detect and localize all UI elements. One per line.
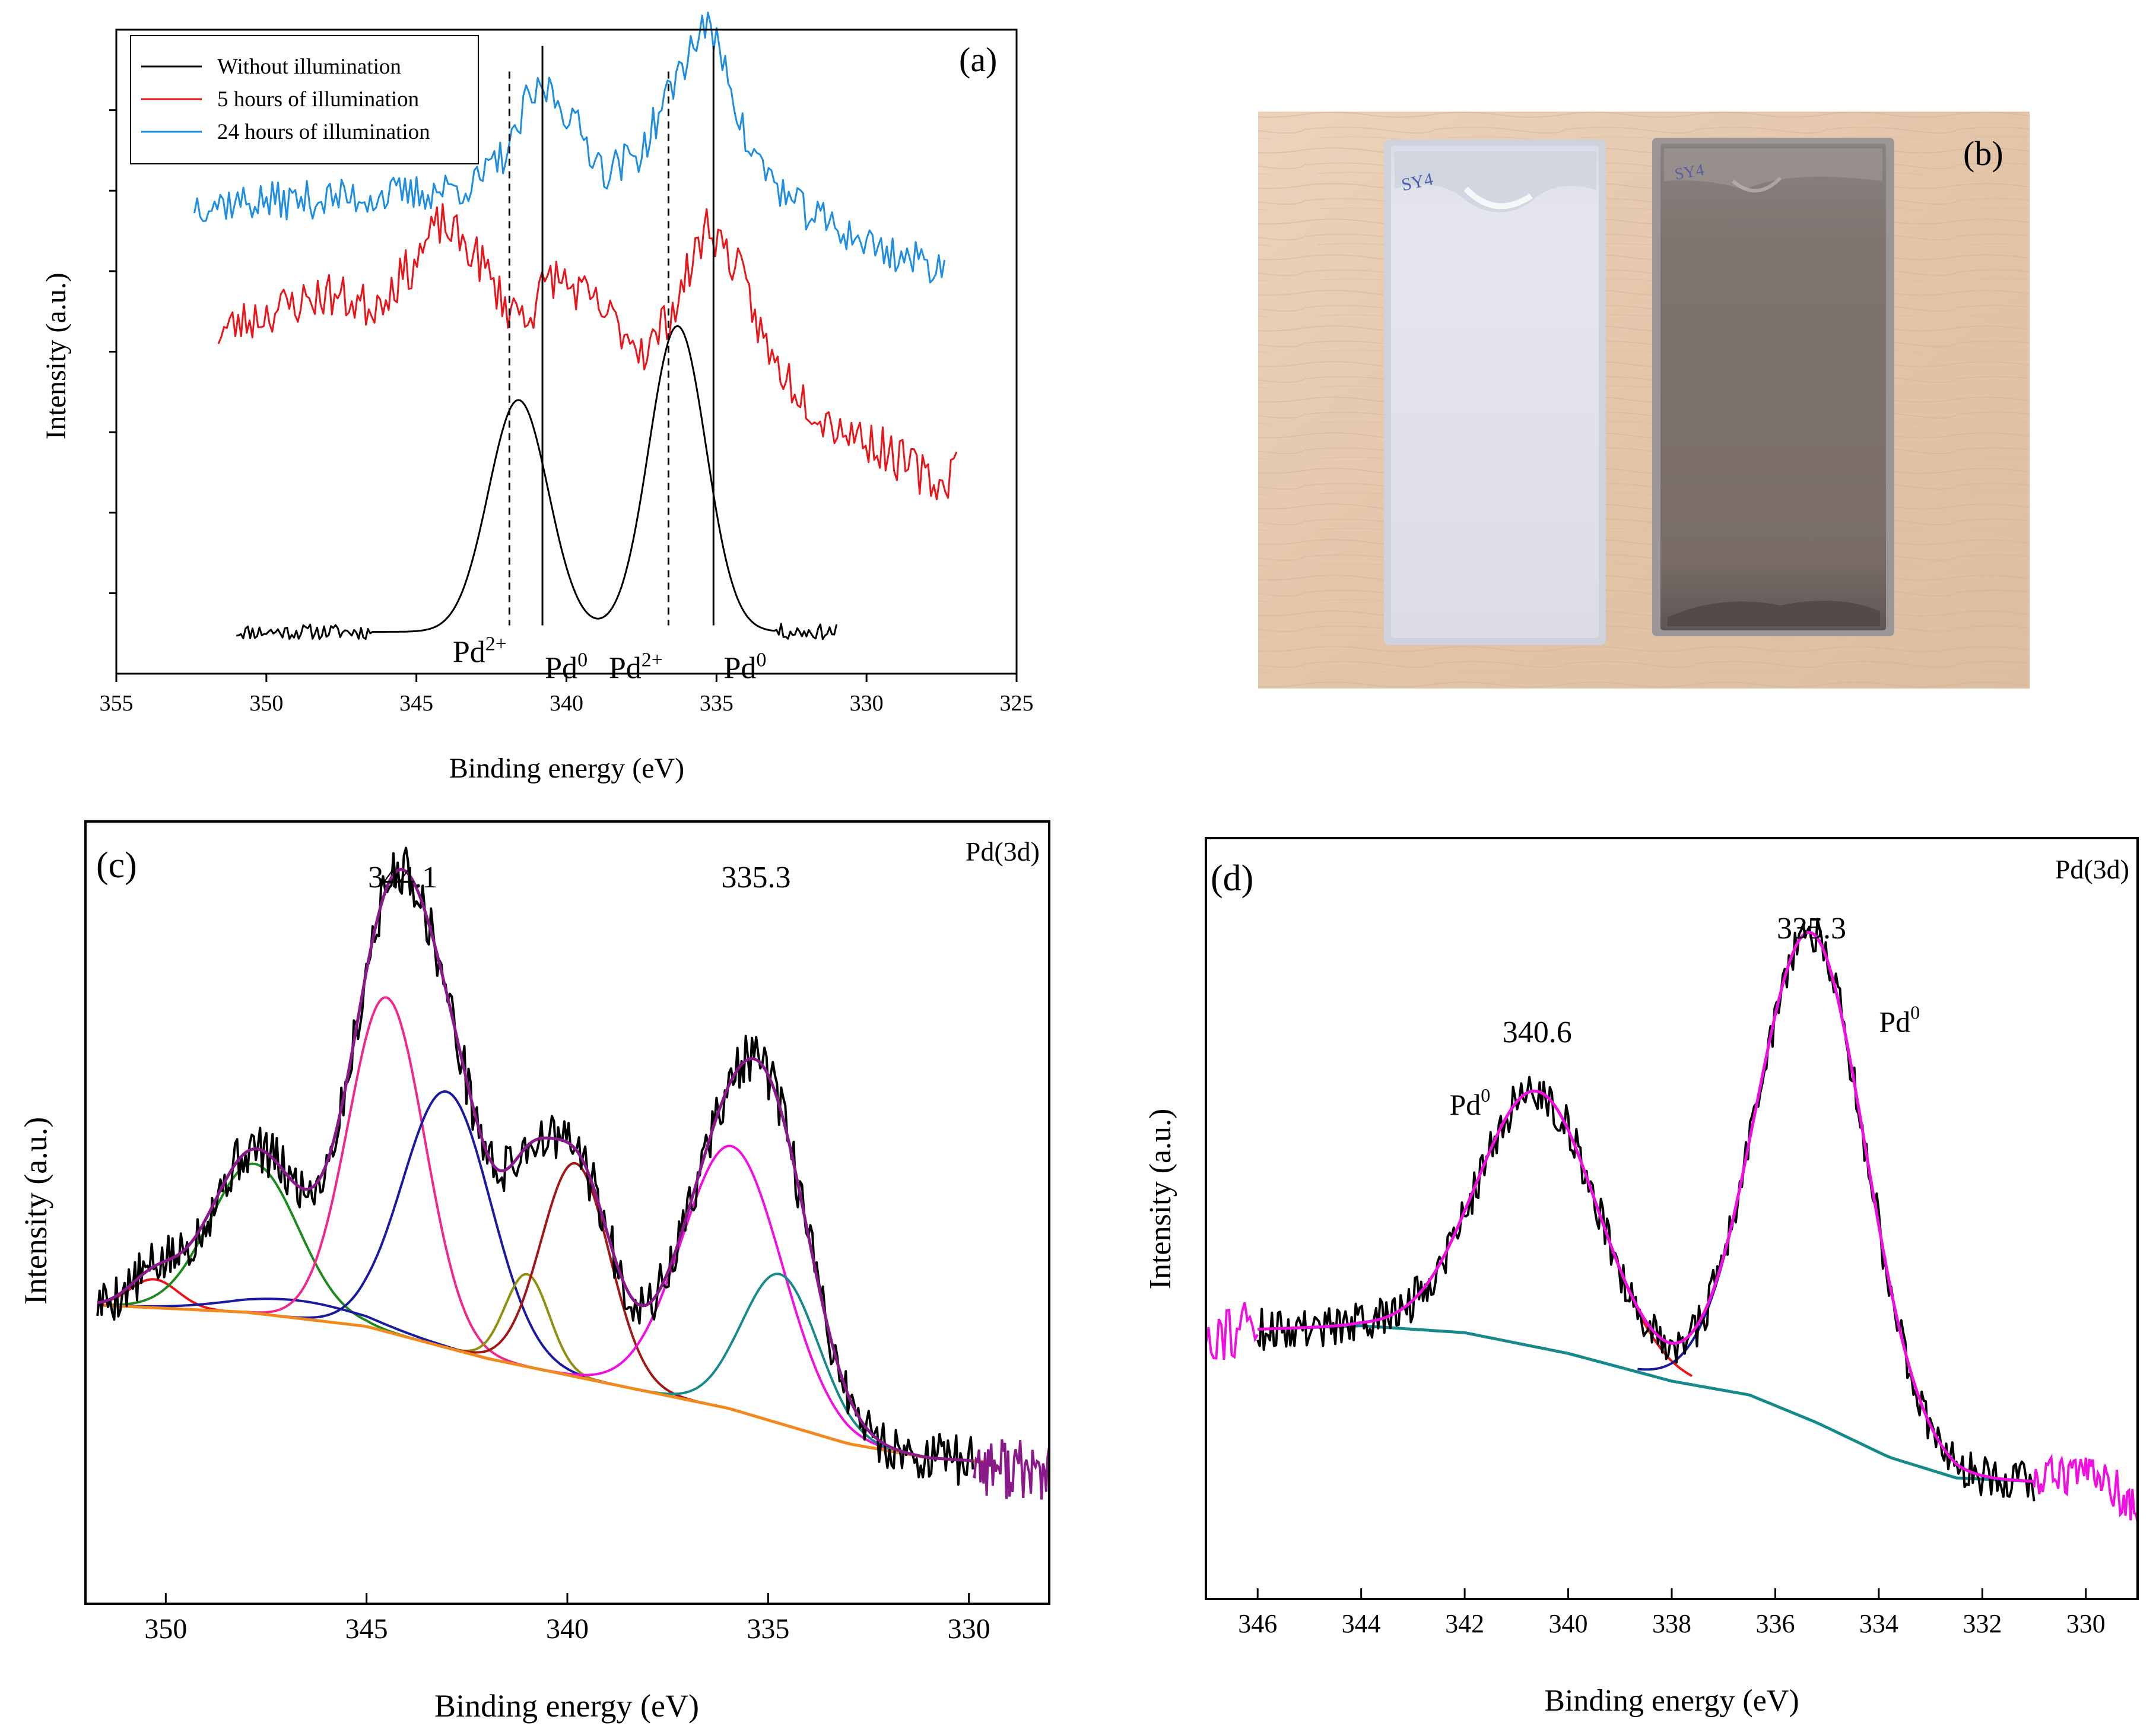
panel-d-x-tick-label-332: 332 [1963,1609,2002,1638]
state-annotation-1: Pd0 [545,649,588,685]
panel-a-x-tick-label-340: 340 [550,691,583,716]
panel-a-xps-chart: 355 350 345 340 335 330 325 Without illuminati… [40,11,1034,784]
legend-entry-5h: 5 hours of illumination [217,87,419,112]
series-line-0 [236,325,838,640]
panel-d-x-tick-label-342: 342 [1445,1609,1484,1638]
panel-a-ticks: 355 350 345 340 335 330 325 [100,109,1034,716]
panel-a-x-tick-label-325: 325 [1000,691,1034,716]
raw-data-tail [972,1439,1050,1500]
peak-label-1: 335.3 [1777,912,1846,946]
panel-c-y-axis-label: Intensity (a.u.) [18,1117,53,1305]
state-annotation-3: Pd0 [723,649,766,685]
right-slide-dark-bottom [1668,601,1880,626]
left-slide-top-strip [1395,151,1596,212]
panel-d-x-tick-label-330: 330 [2066,1609,2106,1638]
panel-c-peak-labels: 344.1 335.3 [368,861,790,894]
panel-d-title: Pd(3d) [2055,854,2129,884]
panel-d-x-tick-label-340: 340 [1549,1609,1588,1638]
panel-c-title: Pd(3d) [966,836,1040,867]
panel-d-peak-labels: 340.6 335.3 Pd0 Pd0 [1449,912,1920,1121]
raw-data-line [1256,918,2036,1502]
panel-d-x-tick-label-346: 346 [1238,1609,1277,1638]
panel-a-annotations: Pd2+ Pd0 Pd2+ Pd0 [453,633,767,685]
panel-c-plot-area [96,846,1050,1500]
peak-label-1: 335.3 [722,861,791,894]
background-line [97,1303,985,1463]
panel-c-ticks: 350 345 340 335 330 [144,1593,990,1645]
panel-a-x-tick-label-350: 350 [249,691,283,716]
panel-b-label: (b) [1963,134,2003,173]
state-annotation-0: Pd2+ [453,633,507,669]
panel-d-label: (d) [1211,858,1253,899]
legend-entry-without: Without illumination [217,55,401,79]
wood-grain [1258,112,2030,689]
panel-d-x-axis-label: Binding energy (eV) [1544,1684,1799,1718]
panel-c-x-tick-label-335: 335 [747,1613,789,1645]
panel-c-label: (c) [96,845,137,886]
panel-c-x-axis-label: Binding energy (eV) [434,1688,699,1724]
panel-d-xps-fit-chart: 346 344 342 340 338 336 334 332 330 (d) Pd(3d) 3… [1144,837,2139,1718]
right-glass-slide [1660,144,1886,630]
envelope-line [1258,931,2034,1483]
series-line-1 [217,203,958,500]
panel-a-label: (a) [959,40,997,79]
left-glass-slide [1391,145,1599,638]
panel-b-photo: SY4 SY4 (b) [1258,112,2030,689]
series-line-2 [193,11,946,284]
right-slide-coating-edge [1732,176,1782,193]
legend-entry-24h: 24 hours of illumination [217,120,430,144]
panel-c-x-tick-label-330: 330 [948,1613,990,1645]
panel-a-x-axis-label: Binding energy (eV) [449,753,684,784]
state-annotation-2: Pd2+ [609,649,663,685]
raw-data-tail-left [1205,1302,1259,1360]
panel-a-x-tick-label-355: 355 [100,691,134,716]
panel-d-x-tick-label-336: 336 [1755,1609,1795,1638]
panel-a-x-tick-label-335: 335 [700,691,734,716]
panel-a-x-tick-label-330: 330 [850,691,884,716]
panel-d-plot-area [1205,918,2139,1523]
panel-d-ticks: 346 344 342 340 338 336 334 332 330 [1238,1588,2106,1638]
background-line [1258,1324,2034,1483]
left-slide-coating-edge [1463,186,1533,210]
peak-label-0: 344.1 [368,861,437,894]
panel-c-x-tick-label-340: 340 [546,1613,589,1645]
raw-data-line [96,846,974,1486]
panel-a-y-axis-label: Intensity (a.u.) [40,272,72,439]
raw-data-tail-right [2033,1454,2139,1523]
state-label-0: Pd0 [1449,1084,1490,1121]
peak-label-0: 340.6 [1503,1016,1572,1049]
panel-c-xps-fit-chart: 350 345 340 335 330 (c) Pd(3d) 344.1 335.3 Bi… [18,820,1050,1724]
panel-c-x-tick-label-350: 350 [144,1613,187,1645]
panel-d-x-tick-label-344: 344 [1342,1609,1381,1638]
panel-a-legend: Without illumination 5 hours of illumina… [130,35,479,164]
panel-a-plot-area [193,11,958,640]
right-slide-top-strip [1664,148,1882,190]
panel-c-x-tick-label-345: 345 [345,1613,388,1645]
panel-d-x-tick-label-338: 338 [1652,1609,1691,1638]
panel-d-x-tick-label-334: 334 [1859,1609,1898,1638]
panel-a-x-tick-label-345: 345 [399,691,433,716]
panel-d-y-axis-label: Intensity (a.u.) [1144,1109,1177,1290]
state-label-1: Pd0 [1879,1001,1920,1038]
envelope-line [97,868,973,1462]
